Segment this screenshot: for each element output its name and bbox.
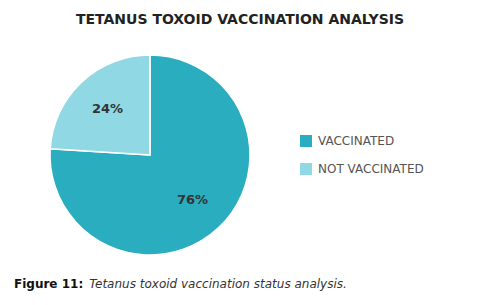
data-label: 24% (92, 101, 123, 116)
legend-label: NOT VACCINATED (318, 162, 424, 176)
legend-label: VACCINATED (318, 134, 394, 148)
caption-label: Figure 11: (14, 277, 83, 291)
caption: Figure 11: Tetanus toxoid vaccination sta… (14, 277, 347, 291)
slice (50, 55, 250, 255)
data-label: 76% (177, 192, 208, 207)
legend-swatch (300, 163, 312, 175)
slice-labels: 76% 24% (92, 101, 208, 206)
slice (50, 55, 150, 155)
title: TETANUS TOXOID VACCINATION ANALYSIS (76, 11, 404, 27)
chart: TETANUS TOXOID VACCINATION ANALYSIS 76% 24… (0, 0, 480, 305)
legend-swatch (300, 135, 312, 147)
legend: VACCINATED NOT VACCINATED (300, 134, 424, 176)
caption-text: Tetanus toxoid vaccination status analys… (89, 277, 347, 291)
pie (50, 55, 250, 255)
